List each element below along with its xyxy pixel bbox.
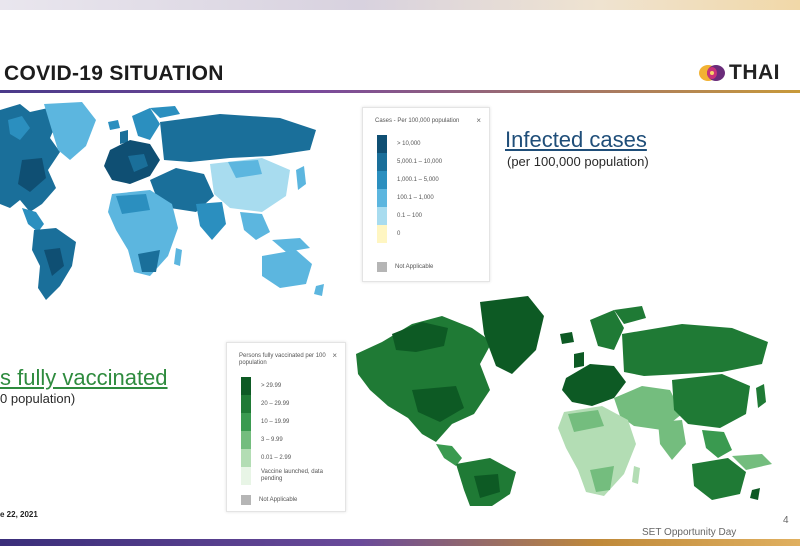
vaccinated-subtitle: 0 population) xyxy=(0,391,76,406)
vaccinated-legend-item: > 29.99 xyxy=(241,377,281,395)
logo-text: THAI xyxy=(729,61,780,84)
infected-legend-title: Cases - Per 100,000 population xyxy=(375,118,460,124)
infected-cases-map xyxy=(0,100,345,305)
bottom-accent-bar xyxy=(0,539,800,546)
vaccinated-legend-title: Persons fully vaccinated per 100 populat… xyxy=(239,353,326,366)
thai-airways-logo: THAI xyxy=(697,60,780,86)
page-number: 4 xyxy=(783,515,789,526)
title-divider xyxy=(0,90,800,93)
vaccinated-map xyxy=(352,294,778,506)
infected-legend-close-icon[interactable]: × xyxy=(476,116,481,125)
infected-legend-item: > 10,000 xyxy=(377,135,421,153)
vaccinated-legend-item: Vaccine launched, data pending xyxy=(241,467,331,485)
infected-legend-na: Not Applicable xyxy=(377,262,433,272)
vaccinated-legend-item: 10 – 19.99 xyxy=(241,413,289,431)
orchid-logo-icon xyxy=(697,60,727,86)
infected-legend-item: 5,000.1 – 10,000 xyxy=(377,153,442,171)
footer-event: SET Opportunity Day xyxy=(642,527,737,538)
vaccinated-legend-item: 3 – 9.99 xyxy=(241,431,283,449)
infected-legend-item: 1,000.1 – 5,000 xyxy=(377,171,439,189)
top-accent-bar xyxy=(0,0,800,10)
infected-legend-item: 0 xyxy=(377,225,400,243)
slide-date: e 22, 2021 xyxy=(0,510,38,519)
infected-cases-title: Infected cases xyxy=(505,127,647,152)
infected-legend-item: 0.1 – 100 xyxy=(377,207,422,225)
infected-legend: Cases - Per 100,000 population × > 10,00… xyxy=(362,107,490,282)
vaccinated-legend: Persons fully vaccinated per 100 populat… xyxy=(226,342,346,512)
vaccinated-legend-item: 0.01 – 2.99 xyxy=(241,449,291,467)
vaccinated-title: s fully vaccinated xyxy=(0,365,168,390)
infected-cases-subtitle: (per 100,000 population) xyxy=(507,154,649,169)
vaccinated-legend-na: Not Applicable xyxy=(241,495,297,505)
vaccinated-legend-close-icon[interactable]: × xyxy=(332,351,337,360)
infected-legend-item: 100.1 – 1,000 xyxy=(377,189,434,207)
slide-title: COVID-19 SITUATION xyxy=(4,62,224,85)
vaccinated-legend-item: 20 – 29.99 xyxy=(241,395,289,413)
